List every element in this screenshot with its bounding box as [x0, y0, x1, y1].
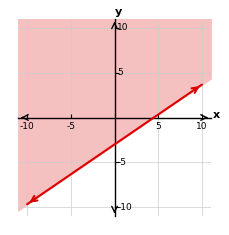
Text: 5: 5	[155, 122, 161, 131]
Text: -5: -5	[117, 158, 126, 167]
Text: 10: 10	[196, 122, 208, 131]
Text: 10: 10	[117, 23, 129, 32]
Text: x: x	[213, 110, 220, 120]
Text: y: y	[115, 7, 123, 17]
Text: -5: -5	[66, 122, 75, 131]
Text: -10: -10	[20, 122, 34, 131]
Text: 5: 5	[117, 68, 123, 77]
Text: -10: -10	[117, 203, 132, 212]
